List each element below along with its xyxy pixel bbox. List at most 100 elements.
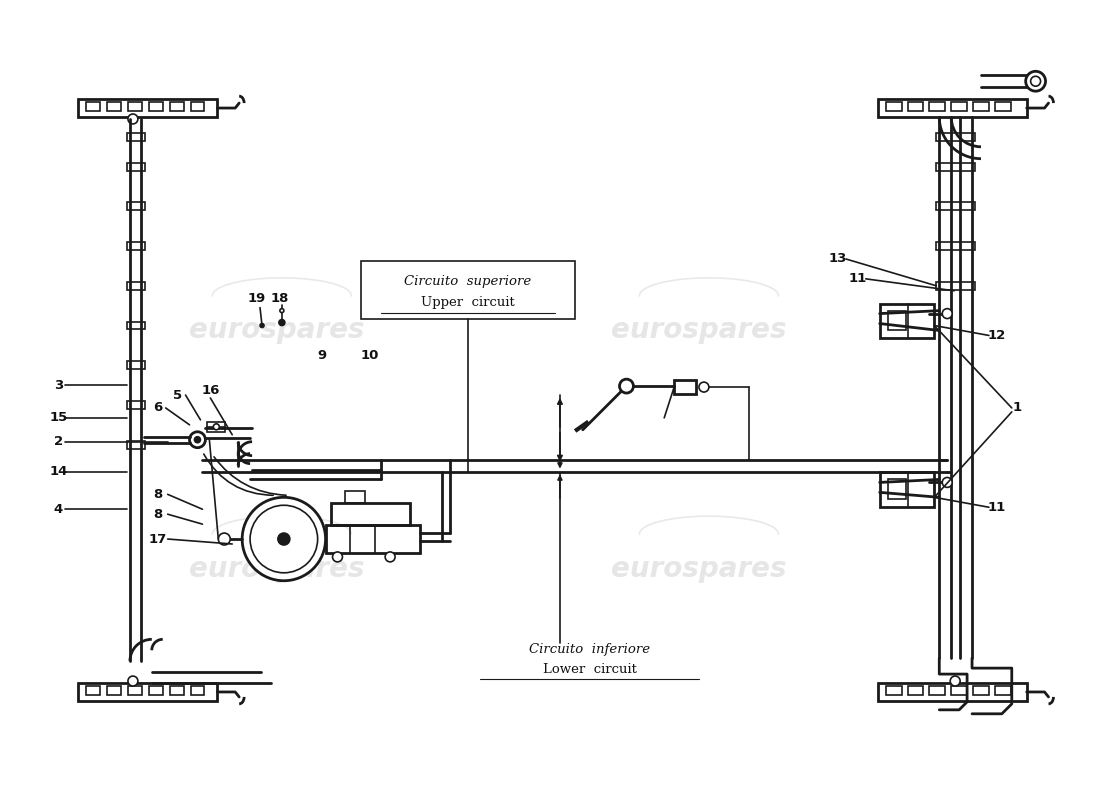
Bar xyxy=(936,242,975,250)
Circle shape xyxy=(213,424,219,430)
Text: 13: 13 xyxy=(828,253,847,266)
Bar xyxy=(936,282,975,290)
Bar xyxy=(952,686,967,695)
Text: 15: 15 xyxy=(50,411,67,424)
Circle shape xyxy=(250,506,318,573)
Bar xyxy=(888,479,905,499)
Bar xyxy=(107,686,121,695)
Bar xyxy=(888,310,905,330)
Text: 8: 8 xyxy=(153,508,163,521)
Text: 1: 1 xyxy=(1012,402,1021,414)
Bar xyxy=(952,102,967,111)
Text: eurospares: eurospares xyxy=(612,317,786,345)
Bar xyxy=(169,686,184,695)
Bar xyxy=(86,686,100,695)
Text: Circuito  inferiore: Circuito inferiore xyxy=(529,643,650,656)
Bar xyxy=(974,686,989,695)
Text: 11: 11 xyxy=(988,501,1007,514)
Circle shape xyxy=(128,676,138,686)
Text: 5: 5 xyxy=(173,389,183,402)
Circle shape xyxy=(128,114,138,124)
Bar xyxy=(936,133,975,141)
Bar xyxy=(126,242,145,250)
Bar xyxy=(908,102,923,111)
Text: 14: 14 xyxy=(50,465,67,478)
Text: 17: 17 xyxy=(148,533,167,546)
Circle shape xyxy=(279,319,285,326)
Circle shape xyxy=(385,552,395,562)
Text: 18: 18 xyxy=(271,292,289,306)
Bar xyxy=(674,380,696,394)
Circle shape xyxy=(279,309,284,313)
Text: 2: 2 xyxy=(54,435,63,448)
Circle shape xyxy=(218,533,230,545)
Text: 4: 4 xyxy=(54,502,63,516)
Bar xyxy=(126,133,145,141)
Bar xyxy=(886,102,902,111)
Bar xyxy=(128,102,142,111)
Bar xyxy=(78,683,218,701)
Text: 11: 11 xyxy=(849,272,867,286)
Bar xyxy=(148,686,163,695)
Bar xyxy=(886,686,902,695)
Bar xyxy=(878,683,1026,701)
Bar xyxy=(190,686,205,695)
Bar xyxy=(86,102,100,111)
Bar xyxy=(878,99,1026,117)
Bar xyxy=(208,422,226,432)
Bar xyxy=(994,686,1011,695)
Text: eurospares: eurospares xyxy=(612,555,786,583)
Circle shape xyxy=(189,432,206,448)
Circle shape xyxy=(242,498,326,581)
Bar xyxy=(126,362,145,370)
Text: 6: 6 xyxy=(153,402,163,414)
Bar xyxy=(126,401,145,409)
Circle shape xyxy=(260,323,264,327)
Circle shape xyxy=(943,309,953,318)
Text: 16: 16 xyxy=(201,383,220,397)
Bar xyxy=(908,686,923,695)
Text: 19: 19 xyxy=(248,292,266,306)
Bar xyxy=(345,491,365,503)
Bar xyxy=(930,102,945,111)
Circle shape xyxy=(943,478,953,487)
Bar xyxy=(148,102,163,111)
Bar xyxy=(326,525,420,553)
Bar xyxy=(880,473,934,507)
Bar xyxy=(930,686,945,695)
Bar xyxy=(936,202,975,210)
Text: 9: 9 xyxy=(317,349,327,362)
Circle shape xyxy=(950,676,960,686)
Bar xyxy=(126,202,145,210)
Bar xyxy=(169,102,184,111)
Bar xyxy=(126,162,145,170)
Text: eurospares: eurospares xyxy=(189,317,365,345)
Bar xyxy=(936,162,975,170)
Text: Circuito  superiore: Circuito superiore xyxy=(404,275,531,288)
Bar xyxy=(78,99,218,117)
Circle shape xyxy=(698,382,708,392)
Bar xyxy=(974,102,989,111)
Bar xyxy=(126,441,145,449)
Circle shape xyxy=(278,533,289,545)
Bar xyxy=(128,686,142,695)
Bar xyxy=(880,304,934,338)
Text: Upper  circuit: Upper circuit xyxy=(420,296,515,309)
Bar xyxy=(126,282,145,290)
Circle shape xyxy=(619,379,634,393)
Text: eurospares: eurospares xyxy=(189,555,365,583)
Text: 3: 3 xyxy=(54,378,63,392)
Bar xyxy=(126,322,145,330)
Text: 10: 10 xyxy=(360,349,378,362)
Bar xyxy=(361,261,575,318)
Bar xyxy=(994,102,1011,111)
Bar xyxy=(107,102,121,111)
Bar xyxy=(330,503,410,525)
Text: Lower  circuit: Lower circuit xyxy=(542,663,637,676)
Circle shape xyxy=(332,552,342,562)
Text: 12: 12 xyxy=(988,329,1007,342)
Circle shape xyxy=(1031,76,1041,86)
Circle shape xyxy=(1025,71,1045,91)
Bar xyxy=(190,102,205,111)
Text: 8: 8 xyxy=(153,488,163,501)
